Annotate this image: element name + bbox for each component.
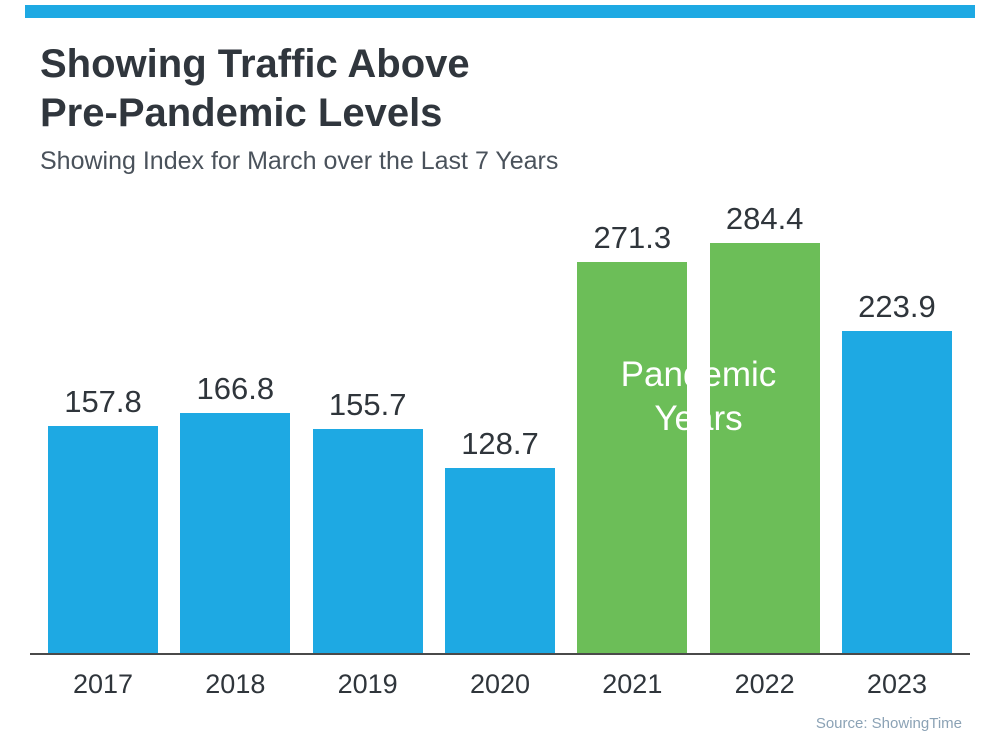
- bar-value-label: 157.8: [64, 383, 142, 419]
- bar-value-label: 284.4: [725, 201, 804, 237]
- bar-group: 284.4: [709, 201, 820, 653]
- bar-value-label: 166.8: [196, 370, 275, 406]
- bar-group: 155.7: [312, 386, 423, 653]
- bar-2021: [577, 262, 688, 653]
- x-axis-label: 2018: [205, 669, 266, 699]
- chart-subtitle: Showing Index for March over the Last 7 …: [40, 146, 559, 175]
- title-line-1: Showing Traffic Above: [40, 42, 470, 86]
- bar-2022: [709, 243, 820, 653]
- x-axis-label: 2023: [866, 669, 927, 699]
- source-attribution: Source: ShowingTime: [815, 715, 962, 732]
- bar-group: 166.8: [180, 370, 291, 653]
- x-axis-labels: 2017 2018 2019 2020 2021 2022 2023: [30, 669, 970, 700]
- bar-value-label: 128.7: [461, 425, 539, 461]
- title-line-2: Pre-Pandemic Levels: [40, 90, 443, 135]
- bar-2017: [48, 425, 158, 653]
- chart-header: Showing Traffic Above Pre-Pandemic Level…: [40, 40, 558, 176]
- bar-2020: [444, 467, 555, 653]
- bar-group: 157.8: [48, 384, 158, 653]
- bar-2019: [312, 428, 423, 653]
- x-axis-label: 2019: [337, 669, 398, 699]
- x-axis-label: 2020: [469, 669, 531, 699]
- x-axis-label: 2017: [72, 669, 134, 699]
- bar-group: 271.3: [577, 220, 688, 653]
- chart-title: Showing Traffic Above Pre-Pandemic Level…: [40, 40, 558, 138]
- top-accent-bar: [25, 5, 975, 18]
- pandemic-years-annotation: Pandemic Years: [558, 353, 839, 441]
- bar-value-label: 155.7: [328, 386, 407, 422]
- bar-2018: [180, 412, 291, 653]
- bar-value-label: 271.3: [593, 220, 672, 256]
- x-axis-label: 2022: [734, 669, 795, 699]
- bar-chart: 157.8 166.8 155.7 128.7 271.3 284.4 223.9 Pand…: [30, 193, 970, 700]
- bar-2023: [841, 330, 952, 653]
- bar-group: 128.7: [444, 425, 555, 653]
- bar-value-label: 223.9: [858, 288, 936, 324]
- annotation-line-1: Pandemic: [620, 355, 777, 394]
- bar-group: 223.9: [841, 288, 952, 653]
- bars-container: 157.8 166.8 155.7 128.7 271.3 284.4 223.9: [30, 193, 970, 655]
- x-axis-label: 2021: [602, 669, 663, 699]
- annotation-line-2: Years: [654, 398, 743, 438]
